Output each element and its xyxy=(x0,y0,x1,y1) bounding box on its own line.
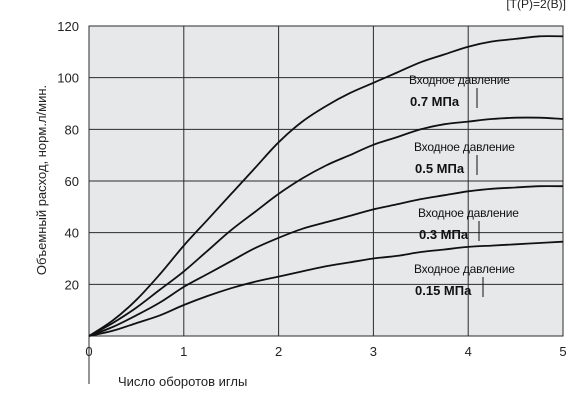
corner-label: [Т(Р)=2(В)] xyxy=(506,0,566,11)
series-annotation-label: Входное давление xyxy=(409,73,510,87)
x-axis-label: Число оборотов иглы xyxy=(118,374,247,389)
y-tick-label: 80 xyxy=(65,122,79,137)
series-annotation-pressure: 0.7 МПа xyxy=(410,94,460,109)
series-line-3 xyxy=(88,240,564,337)
series-annotations: Входное давление 0.7 МПа Входное давление 0… xyxy=(409,73,519,298)
series-annotation-label: Входное давление xyxy=(414,140,515,154)
x-tick-label: 3 xyxy=(370,344,377,359)
y-tick-label: 60 xyxy=(65,174,79,189)
series-line-1 xyxy=(88,116,564,337)
y-tick-label: 20 xyxy=(65,277,79,292)
series-curves xyxy=(88,35,564,337)
series-annotation-label: Входное давление xyxy=(418,206,519,220)
x-tick-label: 4 xyxy=(465,344,472,359)
series-annotation-pressure: 0.5 МПа xyxy=(415,161,465,176)
series-annotation-label: Входное давление xyxy=(414,262,515,276)
y-tick-label: 40 xyxy=(65,226,79,241)
y-axis-label: Объемный расход, норм.л/мин. xyxy=(34,85,49,275)
y-tick-label: 100 xyxy=(57,71,79,86)
series-line-0 xyxy=(88,35,564,337)
series-line-2 xyxy=(88,185,564,337)
x-tick-label: 1 xyxy=(180,344,187,359)
tick-labels: 0 1 2 3 4 5 20 40 60 80 100 120 xyxy=(57,19,566,359)
series-annotation-pressure: 0.3 МПа xyxy=(419,227,469,242)
grid-lines xyxy=(88,26,563,384)
y-tick-label: 120 xyxy=(57,19,79,34)
x-tick-label: 0 xyxy=(85,344,92,359)
series-annotation-pressure: 0.15 МПа xyxy=(415,283,472,298)
x-tick-label: 2 xyxy=(275,344,282,359)
x-tick-label: 5 xyxy=(559,344,566,359)
